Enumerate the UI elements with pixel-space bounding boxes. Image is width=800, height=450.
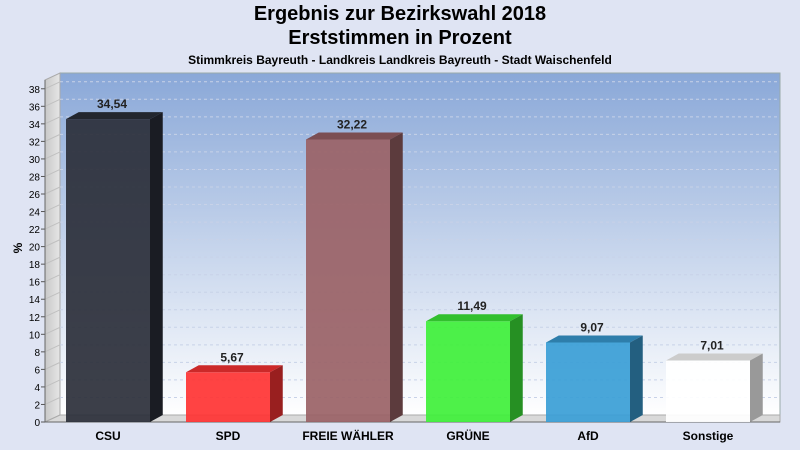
chart-subtitle-region: Stimmkreis Bayreuth - Landkreis Landkrei…	[188, 53, 612, 67]
bar-afd	[546, 342, 630, 422]
bar-side	[750, 353, 763, 422]
bar-top	[666, 353, 763, 361]
y-tick-label: 10	[29, 330, 41, 341]
bar-value-label: 9,07	[580, 320, 604, 334]
bar-top	[66, 112, 163, 120]
bar-side	[390, 132, 403, 422]
y-tick-label: 12	[29, 313, 41, 324]
bar-top	[306, 132, 403, 140]
grid-line-side	[44, 291, 61, 300]
y-tick-label: 0	[34, 418, 40, 429]
y-tick-label: 34	[29, 120, 41, 131]
bar-top	[426, 314, 523, 322]
bar-csu	[66, 119, 150, 422]
y-tick-label: 2	[34, 400, 40, 411]
bar-side	[150, 112, 163, 422]
y-tick-label: 14	[29, 295, 41, 306]
y-tick-label: 4	[34, 383, 40, 394]
x-tick-label: Sonstige	[683, 429, 734, 443]
bar-spd	[186, 372, 270, 422]
y-tick-label: 16	[29, 278, 41, 289]
grid-line-side	[44, 133, 61, 142]
y-tick-label: 20	[29, 243, 41, 254]
y-tick-label: 18	[29, 260, 41, 271]
grid-line-side	[44, 98, 61, 107]
grid-line-side	[44, 379, 61, 388]
x-tick-label: AfD	[577, 429, 599, 443]
grid-line-side	[44, 344, 61, 353]
y-tick-label: 22	[29, 225, 41, 236]
grid-line-side	[44, 256, 61, 265]
chart-subtitle: Erststimmen in Prozent	[288, 27, 512, 49]
grid-line-side	[44, 309, 61, 318]
grid-line-side	[44, 186, 61, 195]
chart-title: Ergebnis zur Bezirkswahl 2018	[253, 3, 547, 25]
bar-value-label: 11,49	[457, 299, 487, 313]
grid-line-side	[44, 169, 61, 177]
y-tick-label: 8	[34, 348, 40, 359]
bar-freie-w-hler	[306, 139, 390, 422]
y-tick-label: 24	[29, 208, 41, 219]
y-tick-label: 26	[29, 190, 41, 201]
bar-sonstige	[666, 360, 750, 422]
x-tick-label: FREIE WÄHLER	[302, 428, 394, 443]
grid-line-side	[44, 326, 61, 335]
y-tick-label: 28	[29, 172, 41, 183]
y-tick-label: 36	[29, 102, 41, 113]
bar-value-label: 32,22	[337, 117, 367, 131]
grid-line-side	[44, 151, 61, 160]
grid-line-side	[44, 361, 61, 370]
bar-top	[546, 335, 643, 343]
y-tick-label: 32	[29, 137, 41, 148]
y-tick-label: 38	[29, 85, 41, 96]
bar-value-label: 5,67	[220, 350, 244, 364]
bar-side	[270, 365, 283, 422]
y-axis-label: %	[11, 242, 25, 253]
grid-line-side	[44, 116, 61, 125]
bar-top	[186, 365, 283, 373]
plot-side-wall	[44, 72, 61, 423]
bar-side	[510, 314, 523, 422]
grid-line-side	[44, 204, 61, 212]
y-tick-label: 30	[29, 155, 41, 166]
grid-line-side	[44, 397, 61, 405]
bar-side	[630, 335, 643, 422]
grid-line-side	[44, 221, 61, 230]
bar-value-label: 34,54	[97, 97, 127, 111]
y-tick-label: 6	[34, 365, 40, 376]
x-tick-label: SPD	[216, 429, 241, 443]
bar-value-label: 7,01	[700, 339, 724, 353]
x-tick-label: CSU	[95, 429, 120, 443]
bar-gr-ne	[426, 321, 510, 422]
grid-line-side	[44, 239, 61, 248]
x-tick-label: GRÜNE	[446, 428, 489, 443]
grid-line-side	[44, 274, 61, 283]
plot-background	[59, 72, 781, 416]
grid-line-side	[44, 81, 61, 90]
